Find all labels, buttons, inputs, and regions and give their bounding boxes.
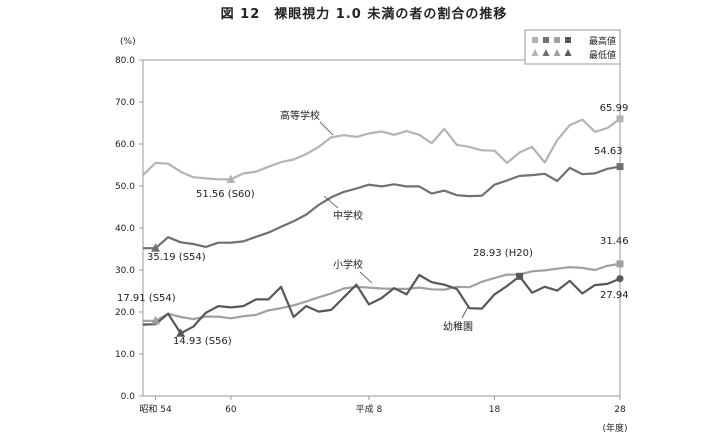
y-tick-label: 0.0 bbox=[121, 392, 136, 402]
legend-triangle-marker bbox=[553, 49, 561, 56]
chart-title: 図 12 裸眼視力 1.0 未満の者の割合の推移 bbox=[221, 6, 508, 22]
marker-min bbox=[151, 243, 161, 252]
y-tick-label: 20.0 bbox=[115, 308, 135, 318]
legend-triangle-marker bbox=[564, 49, 572, 56]
y-tick-label: 40.0 bbox=[115, 224, 135, 234]
series-markers bbox=[151, 115, 624, 337]
legend-triangle-marker bbox=[542, 49, 550, 56]
legend-square-marker bbox=[565, 37, 571, 43]
y-tick-label: 80.0 bbox=[115, 56, 135, 66]
x-tick-label: 昭和 54 bbox=[139, 404, 172, 415]
data-label: 17.91 (S54) bbox=[117, 293, 176, 304]
y-tick-label: 50.0 bbox=[115, 182, 135, 192]
data-label: 51.56 (S60) bbox=[196, 189, 255, 200]
y-tick-label: 10.0 bbox=[115, 350, 135, 360]
series-line-中学校 bbox=[143, 165, 621, 250]
legend-square-marker bbox=[543, 37, 549, 43]
legend-square-marker bbox=[532, 37, 538, 43]
data-label: 31.46 bbox=[600, 236, 629, 247]
data-label: 28.93 (H20) bbox=[473, 248, 533, 259]
legend-square-marker bbox=[554, 37, 560, 43]
label-leader-line bbox=[461, 306, 469, 319]
x-axis: 昭和 54 60 平成 8 18 28 bbox=[139, 396, 626, 415]
x-tick-label: 60 bbox=[225, 405, 237, 415]
series-label-幼稚園: 幼稚園 bbox=[443, 320, 473, 333]
x-tick-label: 平成 8 bbox=[356, 403, 383, 415]
marker-max bbox=[516, 272, 524, 280]
data-label: 35.19 (S54) bbox=[147, 252, 206, 263]
legend-box bbox=[524, 29, 621, 65]
marker-min bbox=[176, 328, 186, 337]
y-tick-label: 60.0 bbox=[115, 140, 135, 150]
series-line-小学校 bbox=[143, 262, 621, 322]
x-axis-unit: (年度) bbox=[602, 422, 627, 434]
legend-triangle-marker bbox=[531, 49, 539, 56]
marker-min bbox=[226, 174, 236, 183]
series-lines bbox=[142, 117, 621, 335]
label-leader-line bbox=[359, 271, 373, 284]
series-line-高等学校 bbox=[142, 117, 621, 181]
marker-max bbox=[616, 115, 624, 123]
y-tick-label: 70.0 bbox=[115, 98, 135, 108]
marker-end bbox=[616, 275, 624, 283]
data-label: 14.93 (S56) bbox=[173, 336, 232, 347]
data-label: 27.94 bbox=[600, 290, 629, 301]
y-axis-unit: (%) bbox=[120, 37, 136, 47]
series-label-高等学校: 高等学校 bbox=[280, 109, 320, 122]
series-label-小学校: 小学校 bbox=[333, 258, 363, 271]
label-leader-line bbox=[323, 195, 339, 209]
x-tick-label: 28 bbox=[614, 405, 626, 415]
data-label: 65.99 bbox=[600, 103, 629, 114]
y-axis: 0.0 10.0 20.0 30.0 40.0 50.0 60.0 70.0 80.0 bbox=[115, 56, 143, 402]
marker-min bbox=[151, 315, 161, 325]
marker-max bbox=[616, 163, 624, 171]
data-label: 54.63 bbox=[594, 146, 623, 157]
series-line-幼稚園 bbox=[142, 273, 621, 335]
legend-label-max: 最高値 bbox=[589, 35, 616, 47]
series-label-中学校: 中学校 bbox=[333, 209, 363, 222]
legend: 最高値 最低値 bbox=[524, 29, 621, 65]
x-tick-label: 18 bbox=[489, 405, 501, 415]
label-leader-line bbox=[319, 121, 334, 136]
legend-label-min: 最低値 bbox=[589, 49, 616, 61]
y-tick-label: 30.0 bbox=[115, 266, 135, 276]
marker-max bbox=[616, 260, 624, 268]
